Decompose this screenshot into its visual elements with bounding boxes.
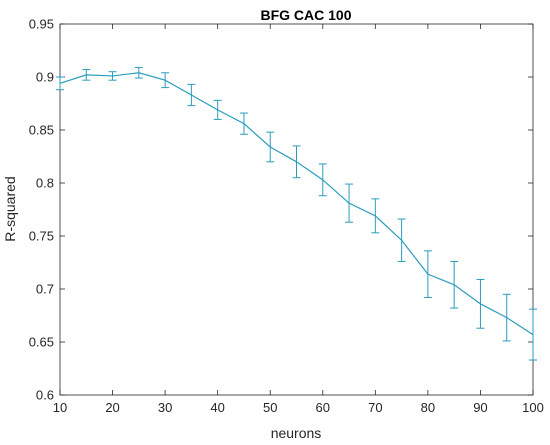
- y-tick-label: 0.95: [29, 17, 54, 32]
- x-axis-label: neurons: [271, 425, 322, 441]
- x-tick-label: 60: [316, 400, 330, 415]
- x-tick-label: 40: [210, 400, 224, 415]
- x-tick-label: 50: [263, 400, 277, 415]
- y-tick-label: 0.6: [36, 388, 54, 403]
- series-line: [59, 72, 534, 336]
- x-tick-label: 100: [522, 400, 544, 415]
- y-axis-label: R-squared: [2, 176, 18, 241]
- x-tick-label: 30: [158, 400, 172, 415]
- x-tick-label: 90: [473, 400, 487, 415]
- y-tick-label: 0.9: [36, 70, 54, 85]
- x-tick-label: 70: [368, 400, 382, 415]
- y-tick-label: 0.65: [29, 335, 54, 350]
- y-tick-label: 0.85: [29, 123, 54, 138]
- y-tick-label: 0.8: [36, 176, 54, 191]
- plot-area-frame: [59, 23, 534, 396]
- x-tick-label: 10: [53, 400, 67, 415]
- y-tick-label: 0.7: [36, 282, 54, 297]
- x-tick-label: 80: [421, 400, 435, 415]
- x-tick-label: 20: [105, 400, 119, 415]
- chart-title: BFG CAC 100: [260, 7, 351, 23]
- y-tick-label: 0.75: [29, 229, 54, 244]
